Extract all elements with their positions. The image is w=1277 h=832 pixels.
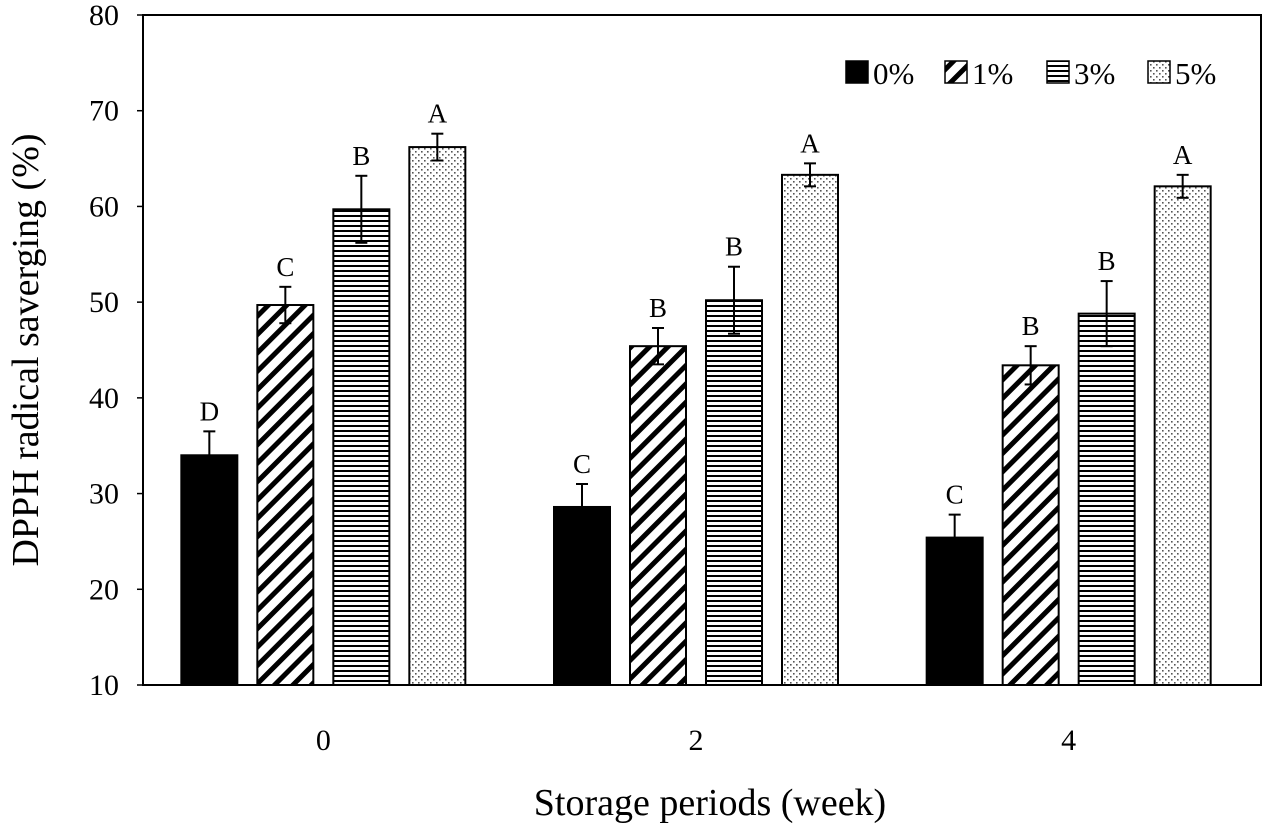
- bar: [256, 304, 315, 686]
- bar: [705, 299, 763, 686]
- significance-letter: B: [725, 232, 743, 262]
- significance-letter: D: [200, 396, 220, 426]
- significance-letter: B: [352, 141, 370, 171]
- significance-letter: B: [649, 293, 667, 323]
- legend-label: 0%: [873, 56, 914, 91]
- y-axis-ticks: 10 20 30 40 50 60 70 80: [89, 0, 143, 702]
- legend-swatch: [944, 60, 968, 84]
- bar: [408, 146, 467, 687]
- y-tick-label: 70: [89, 95, 119, 128]
- x-tick-label: 2: [689, 724, 704, 757]
- legend-label: 3%: [1074, 56, 1115, 91]
- bar: [332, 208, 391, 687]
- bar: [925, 536, 984, 686]
- bar: [1001, 364, 1060, 686]
- bar: [629, 345, 687, 686]
- y-tick-label: 60: [89, 190, 119, 223]
- x-axis-title: Storage periods (week): [534, 782, 886, 824]
- significance-letter: A: [428, 99, 448, 129]
- bar-series-group: D C B A C B B A C B B A: [180, 99, 1212, 687]
- y-tick-label: 50: [89, 286, 119, 319]
- legend-swatch: [845, 60, 869, 84]
- bar: [553, 505, 611, 686]
- legend-label: 1%: [972, 56, 1013, 91]
- legend: 0% 1% 3% 5%: [845, 56, 1216, 91]
- legend-swatch: [1147, 60, 1171, 84]
- plot-area-frame: [142, 14, 1262, 686]
- y-tick-label: 30: [89, 478, 119, 511]
- bar: [1077, 312, 1136, 686]
- y-tick-label: 40: [89, 382, 119, 415]
- y-axis-title: DPPH radical saverging (%): [5, 133, 47, 566]
- x-tick-label: 4: [1061, 724, 1076, 757]
- significance-letter: C: [946, 480, 964, 510]
- y-tick-label: 10: [89, 669, 119, 702]
- y-tick-label: 20: [89, 573, 119, 606]
- legend-swatch: [1046, 60, 1070, 84]
- x-axis-ticks: 0 2 4: [316, 724, 1076, 757]
- significance-letter: B: [1098, 246, 1116, 276]
- x-tick-label: 0: [316, 724, 331, 757]
- significance-letter: A: [800, 128, 820, 158]
- legend-label: 5%: [1175, 56, 1216, 91]
- bar: [1153, 185, 1212, 686]
- significance-letter: B: [1022, 311, 1040, 341]
- y-tick-label: 80: [89, 0, 119, 32]
- bar: [781, 173, 839, 686]
- significance-letter: C: [276, 252, 294, 282]
- significance-letter: C: [573, 449, 591, 479]
- significance-letter: A: [1173, 140, 1193, 170]
- bar: [180, 454, 239, 686]
